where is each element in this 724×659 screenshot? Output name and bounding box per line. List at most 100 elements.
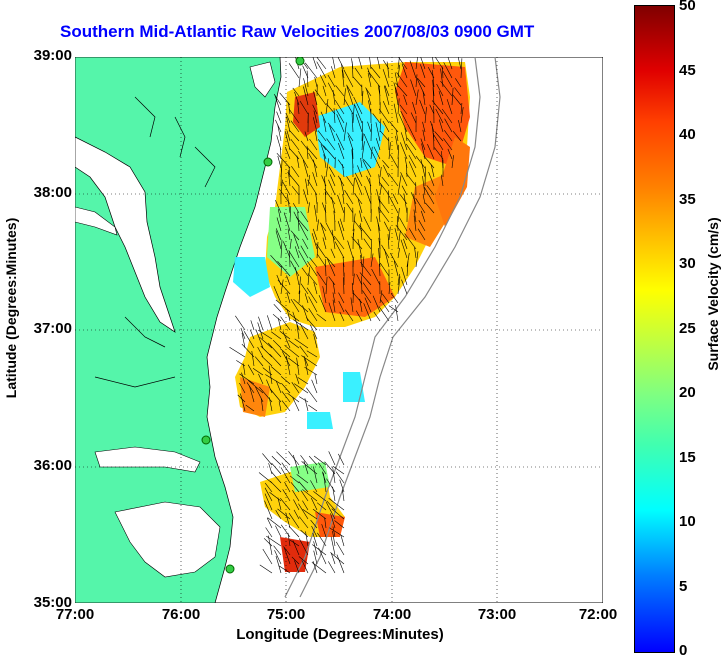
velocity-arrow (290, 482, 300, 493)
velocity-arrow (335, 108, 345, 124)
velocity-arrow (235, 315, 246, 331)
velocity-arrow (351, 236, 363, 250)
velocity-arrow (367, 121, 372, 133)
velocity-arrow (323, 472, 327, 493)
velocity-arrow (282, 489, 291, 502)
velocity-arrow (265, 374, 282, 385)
velocity-arrow (295, 216, 309, 232)
velocity-arrow (342, 489, 345, 502)
velocity-arrow (268, 365, 273, 385)
velocity-arrow (356, 274, 363, 286)
colorbar-tick: 45 (679, 62, 696, 79)
velocity-arrow (364, 297, 372, 313)
velocity-arrow (330, 513, 336, 529)
velocity-arrow (294, 91, 300, 106)
velocity-arrow (307, 174, 311, 187)
velocity-arrow (422, 175, 426, 196)
velocity-arrow (271, 331, 282, 340)
velocity-arrow (282, 181, 291, 196)
velocity-arrow (403, 94, 408, 106)
velocity-arrow (338, 453, 345, 466)
velocity-arrow (258, 472, 273, 484)
velocity-arrow (279, 331, 291, 340)
velocity-arrow (298, 538, 309, 556)
velocity-arrow (339, 479, 345, 493)
velocity-arrow (331, 508, 345, 520)
velocity-arrow (287, 194, 291, 214)
velocity-arrow (415, 74, 418, 88)
velocity-arrow (267, 517, 282, 529)
velocity-arrow (323, 154, 327, 169)
velocity-arrow (291, 166, 300, 178)
velocity-arrow (293, 298, 309, 313)
velocity-arrow (310, 519, 318, 529)
y-tick-label: 36:00 (33, 457, 72, 474)
velocity-arrow (363, 238, 372, 250)
velocity-arrow (422, 129, 426, 142)
velocity-arrow (280, 376, 291, 385)
velocity-arrow (314, 374, 318, 385)
velocity-arrow (299, 323, 309, 340)
velocity-arrow (269, 492, 282, 502)
velocity-arrow (452, 94, 462, 106)
velocity-arrow (287, 532, 291, 547)
velocity-arrow (338, 300, 345, 313)
velocity-arrow (379, 167, 382, 178)
velocity-arrow (352, 103, 355, 124)
velocity-arrow (273, 303, 282, 313)
colorbar-tick: 35 (679, 191, 696, 208)
map-title: Southern Mid-Atlantic Raw Velocities 200… (60, 22, 535, 41)
velocity-arrow (435, 108, 444, 124)
velocity-arrow (361, 121, 363, 142)
velocity-arrow (358, 225, 372, 241)
velocity-arrow (438, 91, 444, 106)
velocity-arrow (304, 131, 309, 142)
velocity-arrow (404, 233, 417, 250)
velocity-arrow (264, 500, 273, 520)
velocity-arrow (400, 239, 408, 259)
velocity-arrow (288, 63, 300, 79)
velocity-arrow (263, 538, 273, 547)
velocity-arrow (312, 104, 318, 115)
velocity-arrow (264, 493, 273, 511)
velocity-arrow (314, 89, 327, 106)
velocity-arrow (298, 250, 309, 268)
velocity-arrow (362, 282, 372, 295)
velocity-arrow (447, 148, 453, 160)
velocity-arrow (298, 481, 309, 493)
velocity-arrow (332, 292, 336, 304)
velocity-arrow (377, 222, 381, 241)
colorbar-tick: 5 (679, 578, 688, 595)
velocity-arrow (304, 293, 309, 304)
velocity-arrow (360, 261, 372, 277)
velocity-arrow (317, 532, 327, 547)
velocity-arrow (306, 287, 318, 304)
velocity-arrow (378, 174, 381, 187)
velocity-arrow (277, 497, 282, 511)
velocity-arrow (429, 104, 435, 115)
velocity-arrow (361, 276, 363, 295)
velocity-arrow (300, 283, 309, 295)
velocity-arrow (316, 271, 327, 286)
velocity-arrow (332, 466, 336, 484)
velocity-arrow (443, 138, 453, 151)
velocity-arrow (290, 230, 300, 241)
velocity-arrow (357, 239, 363, 259)
velocity-arrow (310, 324, 318, 340)
bathymetry-contour (284, 56, 481, 598)
velocity-arrow (420, 210, 426, 223)
velocity-arrow (298, 556, 309, 565)
chesapeake-bay (74, 136, 176, 333)
velocity-arrow (446, 99, 453, 115)
velocity-arrow (336, 554, 345, 574)
velocity-arrow (281, 462, 291, 475)
velocity-arrow (275, 525, 282, 538)
velocity-arrow (328, 179, 336, 196)
velocity-arrow (292, 311, 300, 331)
velocity-arrow (335, 85, 345, 97)
velocity-arrow (387, 234, 390, 250)
velocity-arrow (407, 123, 417, 142)
map-plot-area[interactable] (74, 49, 604, 604)
velocity-arrow (433, 133, 435, 151)
velocity-arrow (334, 520, 345, 529)
